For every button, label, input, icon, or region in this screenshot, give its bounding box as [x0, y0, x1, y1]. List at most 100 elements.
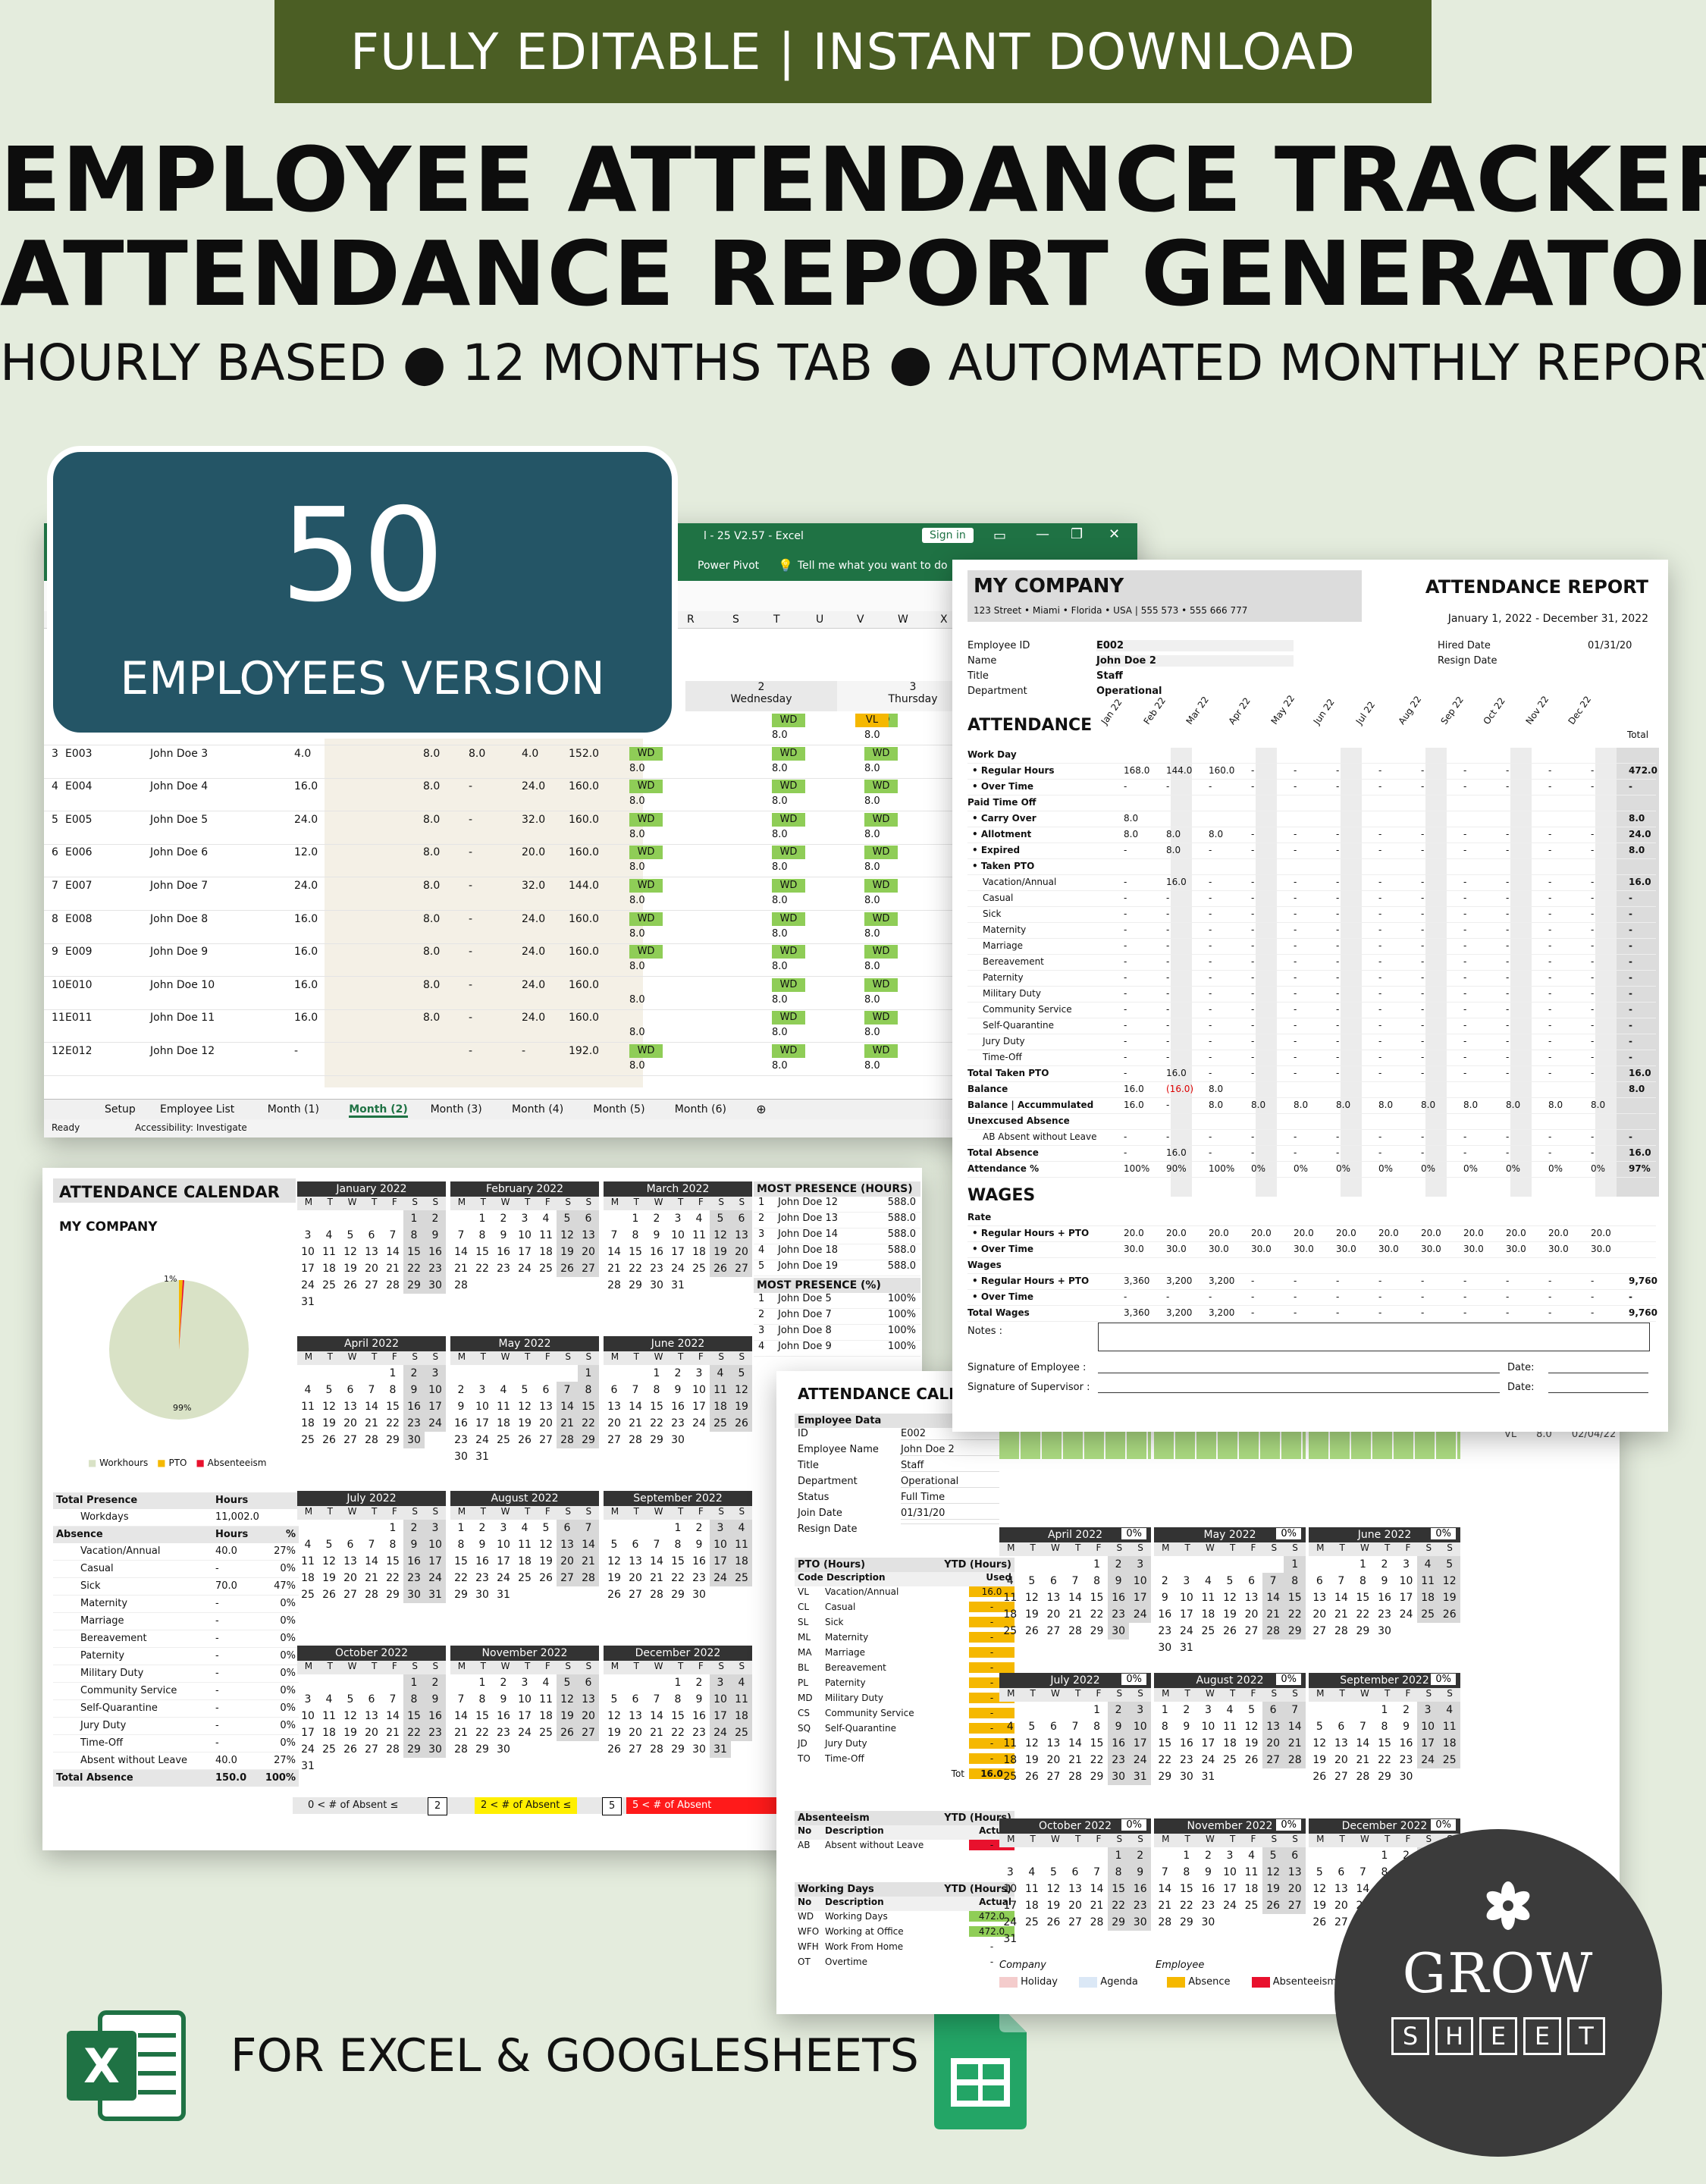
date-line[interactable]: [1548, 1392, 1648, 1393]
day-cell[interactable]: 12: [710, 1227, 731, 1244]
day-cell[interactable]: 27: [1244, 1625, 1259, 1637]
day-cell[interactable]: 30: [671, 1434, 685, 1446]
day-cell[interactable]: 22: [650, 1417, 663, 1429]
day-cell[interactable]: 13: [557, 1536, 578, 1553]
day-cell[interactable]: 7: [368, 1539, 375, 1551]
day-cell[interactable]: 4: [1204, 1575, 1212, 1587]
day-cell[interactable]: 26: [1223, 1625, 1237, 1637]
day-cell[interactable]: 25: [1201, 1625, 1215, 1637]
day-cell[interactable]: 3: [478, 1384, 486, 1396]
ribbon-display-icon[interactable]: ▭: [993, 528, 1007, 544]
day-cell[interactable]: 14: [578, 1536, 599, 1553]
sheet-tab[interactable]: Month (1): [267, 1103, 319, 1116]
day-cell[interactable]: 2: [653, 1213, 660, 1225]
day-cell[interactable]: 23: [1378, 1608, 1391, 1621]
day-cell[interactable]: 13: [1046, 1737, 1061, 1749]
day-cell[interactable]: 4: [304, 1539, 312, 1551]
day-cell[interactable]: 3: [1416, 1702, 1439, 1718]
day-cell[interactable]: 21: [578, 1553, 599, 1570]
day-cell[interactable]: 28: [454, 1279, 468, 1291]
day-cell[interactable]: 1: [389, 1522, 397, 1534]
day-cell[interactable]: 28: [557, 1432, 578, 1448]
day-cell[interactable]: 20: [1334, 1754, 1348, 1766]
day-cell[interactable]: 24: [692, 1417, 706, 1429]
day-cell[interactable]: 14: [1356, 1883, 1370, 1895]
day-cell[interactable]: 19: [1244, 1737, 1259, 1749]
day-cell[interactable]: 23: [475, 1572, 489, 1584]
day-cell[interactable]: 4: [1006, 1721, 1014, 1733]
day-cell[interactable]: 15: [475, 1710, 489, 1722]
day-cell[interactable]: 30: [692, 1743, 706, 1756]
day-cell[interactable]: 17: [671, 1246, 685, 1258]
day-cell[interactable]: 21: [607, 1263, 621, 1275]
day-cell[interactable]: 11: [322, 1246, 336, 1258]
day-cell[interactable]: 23: [1179, 1754, 1193, 1766]
day-cell[interactable]: 10: [425, 1536, 446, 1553]
day-cell[interactable]: 15: [671, 1710, 685, 1722]
day-cell[interactable]: 25: [731, 1570, 752, 1586]
day-cell[interactable]: 10: [301, 1246, 315, 1258]
day-cell[interactable]: 26: [1024, 1771, 1039, 1783]
day-cell[interactable]: 23: [425, 1260, 446, 1277]
day-cell[interactable]: 14: [365, 1401, 378, 1413]
day-cell[interactable]: 21: [1068, 1608, 1082, 1621]
day-cell[interactable]: 7: [610, 1229, 618, 1241]
day-cell[interactable]: 9: [403, 1536, 425, 1553]
day-cell[interactable]: 5: [325, 1384, 333, 1396]
day-cell[interactable]: 29: [454, 1589, 468, 1601]
day-cell[interactable]: 11: [1003, 1592, 1018, 1604]
day-cell[interactable]: 5: [542, 1522, 550, 1534]
day-cell[interactable]: 8: [1381, 1866, 1388, 1878]
day-cell[interactable]: 22: [1107, 1897, 1130, 1914]
day-cell[interactable]: 15: [578, 1398, 599, 1415]
day-cell[interactable]: 31: [1179, 1642, 1193, 1654]
day-cell[interactable]: 29: [671, 1743, 685, 1756]
day-cell[interactable]: 16: [1129, 1881, 1151, 1897]
day-cell[interactable]: 11: [1201, 1592, 1215, 1604]
day-cell[interactable]: 5: [521, 1384, 528, 1396]
day-cell[interactable]: 25: [1024, 1916, 1039, 1928]
day-cell[interactable]: 22: [1158, 1754, 1172, 1766]
day-cell[interactable]: 12: [1312, 1737, 1327, 1749]
day-cell[interactable]: 27: [1334, 1771, 1348, 1783]
day-cell[interactable]: 23: [454, 1434, 468, 1446]
day-cell[interactable]: 2: [674, 1367, 682, 1379]
sheet-tab[interactable]: Month (4): [512, 1103, 564, 1116]
day-cell[interactable]: 13: [539, 1401, 553, 1413]
day-cell[interactable]: 5: [610, 1539, 618, 1551]
day-cell[interactable]: 15: [1107, 1881, 1130, 1897]
day-cell[interactable]: 17: [692, 1401, 706, 1413]
day-cell[interactable]: 29: [403, 1277, 425, 1294]
day-cell[interactable]: 22: [403, 1260, 425, 1277]
day-cell[interactable]: 28: [1090, 1916, 1104, 1928]
day-cell[interactable]: 2: [695, 1677, 703, 1689]
day-cell[interactable]: 17: [425, 1553, 446, 1570]
day-cell[interactable]: 17: [1003, 1900, 1018, 1912]
day-cell[interactable]: 6: [1071, 1866, 1079, 1878]
day-cell[interactable]: 4: [542, 1213, 550, 1225]
day-cell[interactable]: 1: [1359, 1558, 1366, 1571]
day-cell[interactable]: 26: [1312, 1916, 1327, 1928]
day-cell[interactable]: 15: [629, 1246, 642, 1258]
day-cell[interactable]: 13: [629, 1710, 642, 1722]
day-cell[interactable]: 30: [425, 1277, 446, 1294]
day-cell[interactable]: 1: [1161, 1704, 1168, 1716]
day-cell[interactable]: 30: [1129, 1914, 1151, 1931]
day-cell[interactable]: 13: [1262, 1718, 1284, 1735]
day-cell[interactable]: 28: [1262, 1623, 1284, 1640]
day-cell[interactable]: 14: [1356, 1737, 1370, 1749]
day-cell[interactable]: 7: [1359, 1721, 1366, 1733]
day-cell[interactable]: 30: [1158, 1642, 1172, 1654]
day-cell[interactable]: 26: [343, 1279, 357, 1291]
day-cell[interactable]: 15: [671, 1555, 685, 1567]
day-cell[interactable]: 30: [1107, 1768, 1130, 1785]
day-cell[interactable]: 18: [731, 1553, 752, 1570]
day-cell[interactable]: 13: [1334, 1883, 1348, 1895]
day-cell[interactable]: 4: [731, 1674, 752, 1691]
day-cell[interactable]: 1: [478, 1677, 486, 1689]
day-cell[interactable]: 12: [343, 1710, 357, 1722]
day-cell[interactable]: 9: [1107, 1718, 1130, 1735]
day-cell[interactable]: 20: [731, 1244, 752, 1260]
day-cell[interactable]: 19: [539, 1555, 553, 1567]
day-cell[interactable]: 9: [478, 1539, 486, 1551]
